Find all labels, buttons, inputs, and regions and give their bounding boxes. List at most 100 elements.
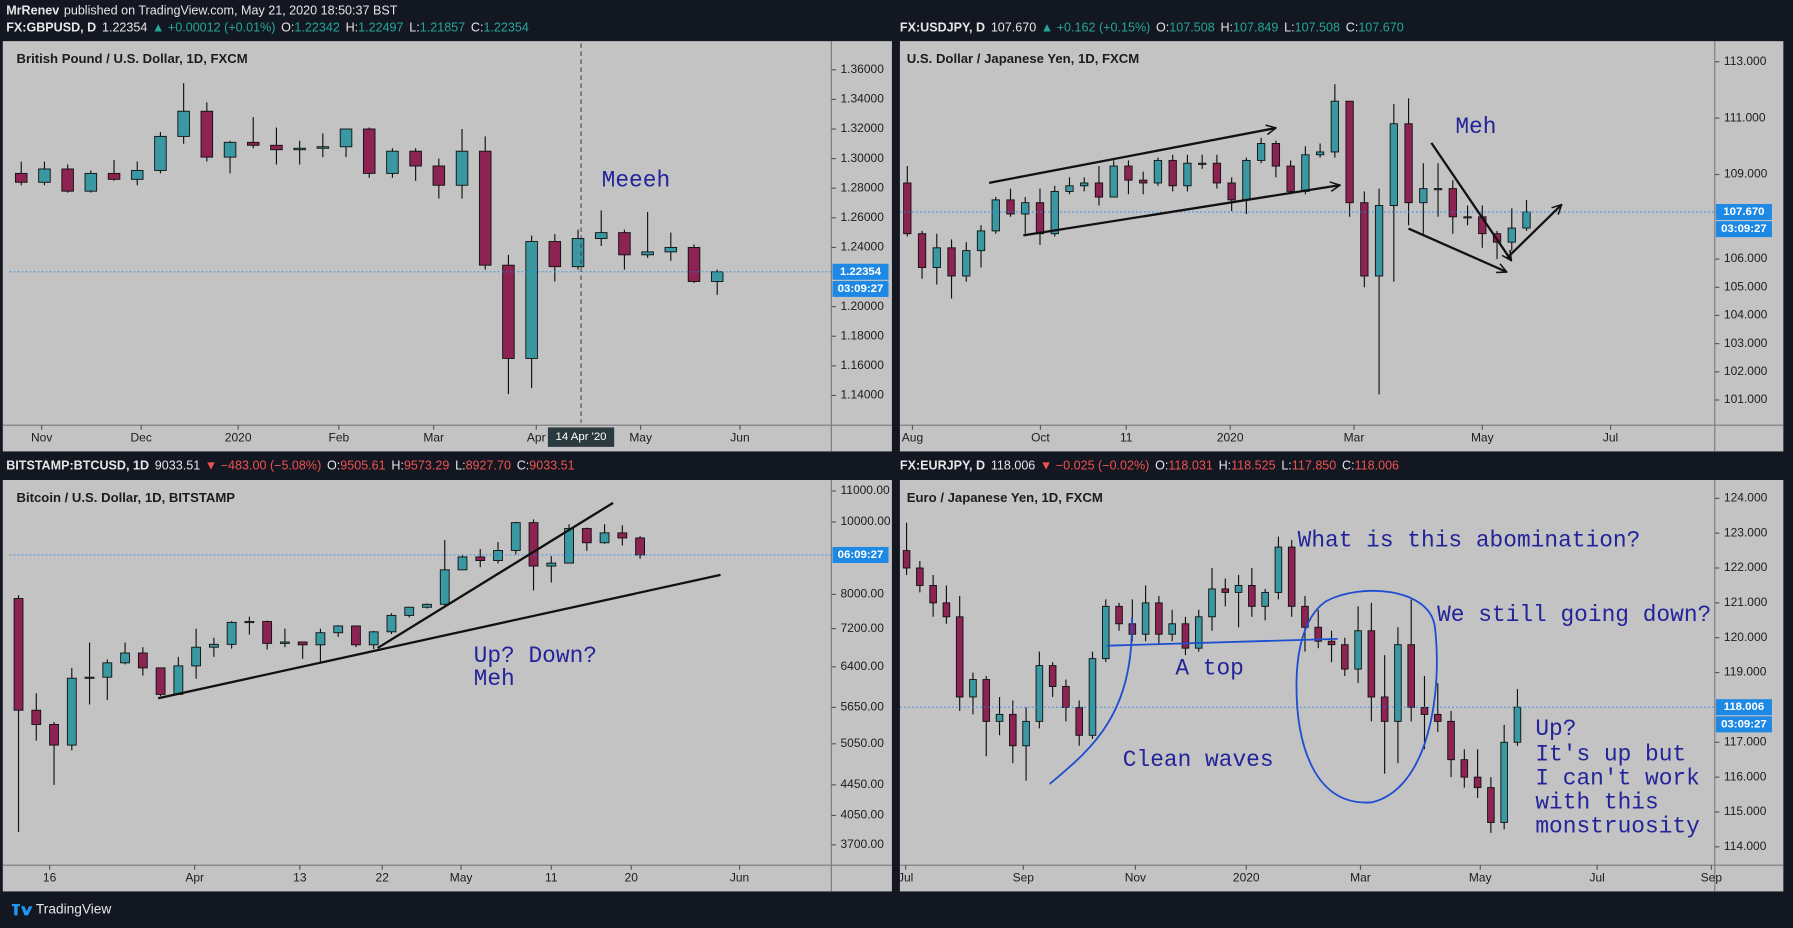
candle-body (1500, 741, 1508, 823)
drawings (157, 128, 1561, 804)
y-tick-label: 1.24000 (841, 240, 885, 254)
candle-body (916, 567, 924, 586)
ohlc-label: L: (409, 21, 419, 35)
chart-title: Euro / Japanese Yen, 1D, FXCM (907, 490, 1103, 505)
countdown: 03:09:27 (1721, 718, 1767, 730)
candle-body (976, 230, 986, 252)
candle-body (546, 562, 557, 567)
ohlc-value: 8927.70 (466, 459, 511, 473)
logo (11, 904, 33, 916)
candle-body (1341, 644, 1349, 670)
y-tick-label: 122.000 (1724, 560, 1768, 574)
price-label-box (1715, 204, 1772, 221)
ohlc-label: O: (1155, 459, 1168, 473)
ohlc-label: L: (455, 459, 465, 473)
candle-body (1389, 123, 1398, 206)
y-tick-label: 1.16000 (841, 358, 885, 372)
candle-body (991, 199, 1000, 232)
candle-body (1124, 165, 1133, 181)
candle-body (315, 632, 326, 646)
candle-body (525, 241, 538, 359)
last-price: 9033.51 (155, 459, 200, 473)
candle-body (1301, 605, 1309, 628)
chart-panel: FX:USDJPY, D 107.670 ▲ +0.162 (+0.15%) O:10… (900, 21, 1784, 452)
candle-body (475, 556, 486, 561)
y-tick-label: 114.000 (1724, 839, 1767, 853)
x-tick-label: 2020 (1233, 870, 1260, 884)
candle-body (1271, 143, 1281, 167)
candle-body (339, 128, 353, 148)
ohlc-label: O: (1156, 21, 1169, 35)
y-tick-label: 1.18000 (841, 328, 885, 342)
freehand-loop (1295, 589, 1438, 804)
symbol: BITSTAMP:BTCUSD, 1D (6, 459, 149, 473)
candle-body (1234, 584, 1243, 593)
y-tick-label: 5650.00 (841, 700, 885, 714)
y-tick-label: 106.000 (1724, 251, 1768, 265)
candle-body (641, 251, 654, 256)
candle-body (528, 522, 539, 567)
candle-body (1109, 165, 1118, 198)
annotation: Clean waves (1123, 747, 1274, 773)
change: ▼ −0.025 (−0.02%) (1040, 459, 1150, 473)
annotation: Up? (1535, 716, 1576, 742)
y-tick-label: 1.14000 (841, 388, 885, 402)
ohlc-value: 117.850 (1292, 459, 1336, 473)
y-tick-label: 119.000 (1724, 665, 1767, 679)
chart-title: U.S. Dollar / Japanese Yen, 1D, FXCM (907, 51, 1140, 66)
candle-body (1022, 720, 1030, 747)
candle-body (571, 238, 585, 268)
x-tick-label: May (450, 870, 473, 884)
last-price: 1.22354 (102, 21, 147, 35)
ohlc-value: 9505.61 (340, 459, 385, 473)
publish-line: MrRenev published on TradingView.com, May… (6, 4, 398, 18)
candle-body (599, 532, 610, 544)
annotation: It's up but (1535, 741, 1686, 767)
candle-body (270, 144, 283, 151)
chart-title: British Pound / U.S. Dollar, 1D, FXCM (16, 51, 247, 66)
candle-body (581, 528, 592, 544)
x-tick-label: Sep (1013, 870, 1035, 884)
candle-body (502, 264, 515, 359)
candle-body (1513, 706, 1522, 743)
symbol: FX:GBPUSD, D (6, 21, 96, 35)
chart-title: Bitcoin / U.S. Dollar, 1D, BITSTAMP (16, 490, 235, 505)
candle-body (38, 168, 51, 183)
candle-body (1155, 602, 1163, 635)
x-tick-label: May (1469, 870, 1492, 884)
candle-body (13, 598, 24, 711)
y-tick-label: 123.000 (1724, 525, 1768, 539)
countdown: 06:09:27 (838, 549, 884, 561)
y-tick-label: 101.000 (1724, 392, 1768, 406)
y-tick-label: 1.28000 (841, 180, 885, 194)
candle-body (493, 550, 503, 561)
x-tick-label: May (629, 430, 652, 444)
candle-body (1256, 143, 1266, 161)
ohlc-value: 107.508 (1169, 21, 1214, 35)
candle-body (1420, 706, 1429, 715)
candle-body (223, 141, 237, 158)
candle-body (1345, 100, 1354, 204)
candle-body (617, 532, 628, 539)
candle-body (1301, 154, 1310, 192)
candle-body (1198, 162, 1207, 165)
price-label: 118.006 (1724, 701, 1765, 713)
candle-body (1168, 159, 1177, 187)
candle-body (1153, 159, 1163, 184)
ohlc-label: C: (517, 459, 530, 473)
candle-body (1380, 696, 1389, 722)
ohlc-label: H: (391, 459, 404, 473)
x-tick-label: Jun (730, 870, 749, 884)
x-tick-label: Apr (527, 430, 546, 444)
arrow (1408, 227, 1507, 272)
ohlc-label: C: (471, 21, 484, 35)
candle-body (1006, 199, 1015, 215)
candle-body (995, 713, 1004, 722)
x-tick-label: Nov (31, 430, 52, 444)
candle-body (929, 584, 937, 604)
x-tick-label: Mar (1350, 870, 1371, 884)
x-tick-label: Oct (1031, 430, 1050, 444)
candles (13, 519, 645, 832)
symbol-header: FX:EURJPY, D 118.006 ▼ −0.025 (−0.02%) O:11… (900, 459, 1399, 473)
last-price: 118.006 (991, 459, 1035, 473)
